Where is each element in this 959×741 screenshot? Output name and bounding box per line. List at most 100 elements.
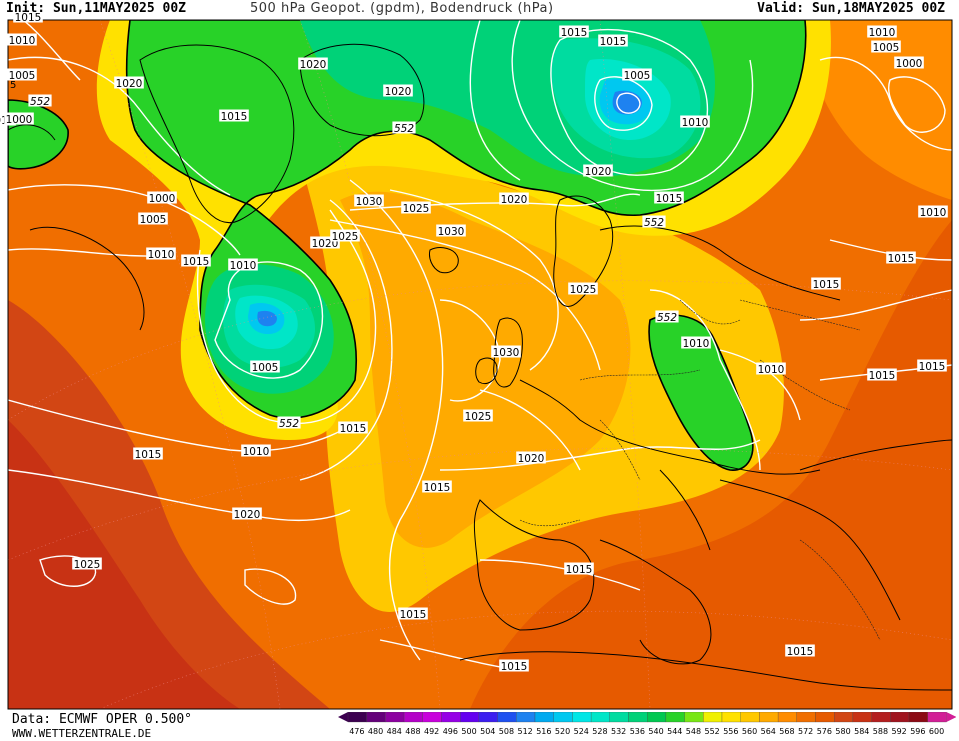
geopot-552-label: 552 (30, 96, 50, 108)
isobar-label: 1015 (221, 111, 248, 123)
legend-swatch (590, 712, 610, 723)
isobar-label: 1005 (873, 42, 900, 54)
legend-value: 508 (499, 727, 514, 736)
isobar-label-bg (250, 360, 280, 373)
legend-value: 516 (536, 727, 551, 736)
legend-value: 576 (817, 727, 832, 736)
legend-value: 500 (461, 727, 476, 736)
legend-swatch (347, 712, 367, 723)
geopot-label-bg (28, 94, 52, 107)
legend-swatch (684, 712, 704, 723)
isobar-label-bg (785, 644, 815, 657)
isobar-label-bg (499, 192, 529, 205)
isobar-label-bg (564, 562, 594, 575)
isobar-label-bg (463, 409, 493, 422)
isobar-label-bg (219, 109, 249, 122)
isobar-label-bg (894, 56, 924, 69)
geopot-532-atlantic-low (257, 310, 277, 327)
isobar-label: 1015 (15, 12, 42, 24)
legend-swatch (516, 712, 536, 723)
isobar-label-bg (232, 507, 262, 520)
isobar-label-bg (338, 421, 368, 434)
legend-swatch (385, 712, 405, 723)
isobar-label: 1015 (919, 361, 946, 373)
legend-swatch (815, 712, 835, 723)
init-time: Init: Sun,11MAY2025 00Z (6, 1, 187, 16)
isobar-label-bg (918, 205, 948, 218)
isobar-label: 1020 (116, 78, 143, 90)
isobar-label: 1015 (183, 256, 210, 268)
legend-value: 600 (929, 727, 944, 736)
legend-swatch (927, 712, 947, 723)
legend-swatch (534, 712, 554, 723)
legend-swatch (553, 712, 573, 723)
isobar-label: 1025 (74, 559, 101, 571)
legend-value: 552 (705, 727, 720, 736)
isobar-label-bg (401, 201, 431, 214)
isobar-label: 1015 (135, 449, 162, 461)
isobar-label: 1010 (758, 364, 785, 376)
valid-time: Valid: Sun,18MAY2025 00Z (757, 1, 945, 16)
legend-swatch (871, 712, 891, 723)
geopot-label-bg (392, 121, 416, 134)
isobar-label: 1015 (600, 36, 627, 48)
legend-swatch (366, 712, 386, 723)
legend-swatch (852, 712, 872, 723)
isobar-label: 1020 (385, 86, 412, 98)
geopot-552-label: 552 (644, 217, 664, 229)
legend-value: 564 (761, 727, 776, 736)
isobar-label-bg (499, 659, 529, 672)
legend-value: 484 (387, 727, 402, 736)
isobar-label-bg (354, 194, 384, 207)
geopot-532-north-low (612, 90, 642, 115)
isobar-label: 1015 (424, 482, 451, 494)
legend-value: 520 (555, 727, 570, 736)
isobar-label-bg (583, 164, 613, 177)
legend-value: 544 (667, 727, 682, 736)
legend-value: 536 (630, 727, 645, 736)
isobar-label: 1020 (518, 453, 545, 465)
legend-value: 492 (424, 727, 439, 736)
legend-value: 524 (574, 727, 589, 736)
legend-swatch (628, 712, 648, 723)
country-borders (519, 299, 881, 641)
isobar-label: 1030 (493, 347, 520, 359)
isobar-label-bg (871, 40, 901, 53)
isobar-label: 1015 (656, 193, 683, 205)
isobar-label: 1025 (570, 284, 597, 296)
isobar-label-bg (622, 68, 652, 81)
isobar-label: 1020 (300, 59, 327, 71)
isobar-label: 1005 (140, 214, 167, 226)
isobar-label: 1005 (9, 70, 36, 82)
isobar-label-bg (13, 10, 43, 23)
isobar-label-bg (7, 33, 37, 46)
isobar-label: 1010 (920, 207, 947, 219)
geopot-label-bg (277, 416, 301, 429)
isobar-label: 1000 (896, 58, 923, 70)
legend-value: 528 (592, 727, 607, 736)
isobar-label-bg (228, 258, 258, 271)
isobar-label: 1020 (501, 194, 528, 206)
legend-swatch (796, 712, 816, 723)
legend-value: 540 (648, 727, 663, 736)
legend-swatch (740, 712, 760, 723)
color-legend: 476 480 484 488 492 496 500 504 508 512 516 520 524 5… (338, 712, 956, 736)
isobar-label-bg (138, 212, 168, 225)
legend-value: 572 (798, 727, 813, 736)
geopot-552-label: 552 (279, 418, 299, 430)
website-url: WWW.WETTERZENTRALE.DE (12, 727, 152, 740)
isobar-label-bg (654, 191, 684, 204)
legend-value: 596 (910, 727, 925, 736)
legend-value: 556 (723, 727, 738, 736)
isobar-label-bg (568, 282, 598, 295)
isobar-label: 1000 (6, 114, 33, 126)
isobar-label-group: 1015 1010 1005 1010 1000 1020 1015 1020 1000 1005… (0, 10, 948, 673)
legend-swatch (665, 712, 685, 723)
isobar-label: 1005 (624, 70, 651, 82)
legend-value: 480 (368, 727, 383, 736)
isobar-label-bg (422, 480, 452, 493)
isobar-label: 1025 (465, 411, 492, 423)
legend-swatch (478, 712, 498, 723)
legend-value: 512 (518, 727, 533, 736)
